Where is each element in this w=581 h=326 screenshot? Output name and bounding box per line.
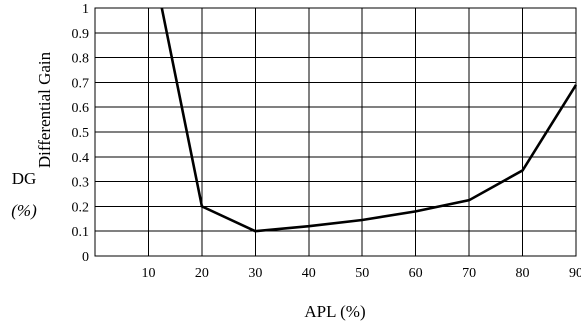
x-tick-label: 50: [355, 266, 369, 281]
x-tick-label: 60: [409, 266, 423, 281]
x-tick-label: 90: [569, 266, 581, 281]
y-axis-label-dg: DG: [12, 169, 37, 188]
y-tick-label: 0.2: [72, 200, 90, 215]
x-tick-label: 30: [248, 266, 262, 281]
y-axis-label-unit: (%): [11, 201, 37, 220]
y-tick-label: 0.1: [72, 225, 90, 240]
x-tick-labels: 10 20 30 40 50 60 70 80 90: [141, 266, 581, 281]
y-tick-label: 0.3: [72, 176, 90, 191]
y-tick-label: 0.8: [72, 52, 90, 67]
x-tick-label: 10: [141, 266, 155, 281]
x-axis-label: APL (%): [304, 302, 365, 321]
y-tick-label: 0.9: [72, 27, 90, 42]
y-tick-label: 1: [82, 2, 89, 17]
x-tick-label: 40: [302, 266, 316, 281]
y-tick-label: 0.5: [72, 126, 90, 141]
series-line-differential-gain: [160, 7, 578, 233]
y-tick-labels: 0 0.1 0.2 0.3 0.4 0.5 0.6 0.7 0.8 0.9 1: [72, 2, 90, 265]
y-tick-label: 0.4: [72, 151, 90, 166]
plot-frame: [94, 7, 577, 257]
y-tick-label: 0.7: [72, 76, 90, 91]
x-tick-label: 20: [195, 266, 209, 281]
y-tick-label: 0: [82, 250, 89, 265]
y-tick-label: 0.6: [72, 101, 90, 116]
y-axis-label: Differential Gain: [35, 51, 54, 168]
x-tick-label: 70: [462, 266, 476, 281]
x-tick-label: 80: [516, 266, 530, 281]
grid: [95, 7, 577, 257]
